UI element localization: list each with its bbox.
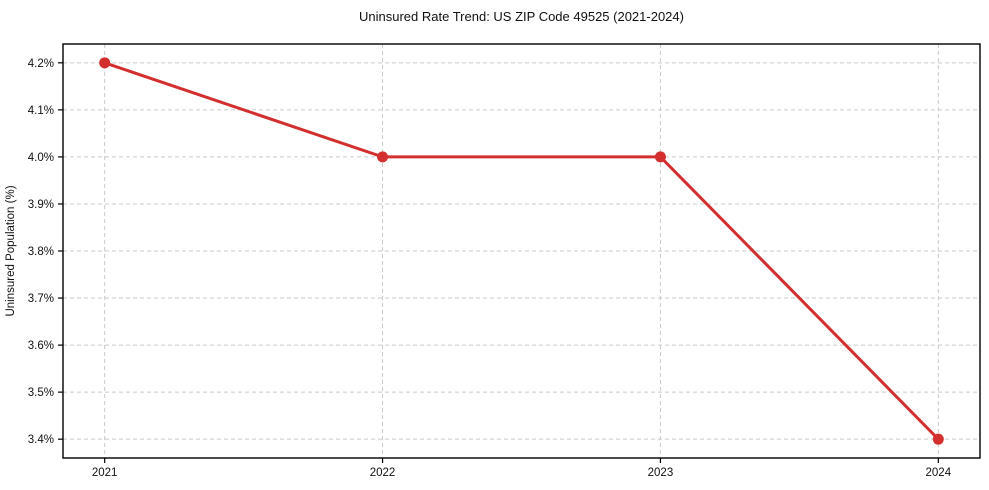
plot-border — [62, 43, 981, 459]
x-tick-label: 2022 — [370, 467, 396, 479]
data-point-marker — [99, 57, 111, 69]
x-tick-label: 2024 — [926, 467, 952, 479]
y-tick-label: 3.8% — [28, 246, 54, 258]
y-tick-label: 4.0% — [28, 152, 54, 164]
y-tick-label: 3.4% — [28, 434, 54, 446]
x-tick-label: 2023 — [648, 467, 674, 479]
trend-line — [103, 61, 940, 441]
y-axis-label: Uninsured Population (%) — [5, 185, 17, 317]
y-tick-label: 4.2% — [28, 58, 54, 70]
data-point-marker — [654, 151, 666, 163]
y-tick-label: 4.1% — [28, 105, 54, 117]
data-point-marker — [932, 433, 944, 445]
x-tick-label: 2021 — [92, 467, 118, 479]
y-tick-label: 3.6% — [28, 340, 54, 352]
y-tick-label: 3.5% — [28, 387, 54, 399]
y-tick-label: 3.9% — [28, 199, 54, 211]
chart-title: Uninsured Rate Trend: US ZIP Code 49525 … — [359, 9, 684, 24]
data-point-marker — [377, 151, 389, 163]
y-tick-label: 3.7% — [28, 293, 54, 305]
